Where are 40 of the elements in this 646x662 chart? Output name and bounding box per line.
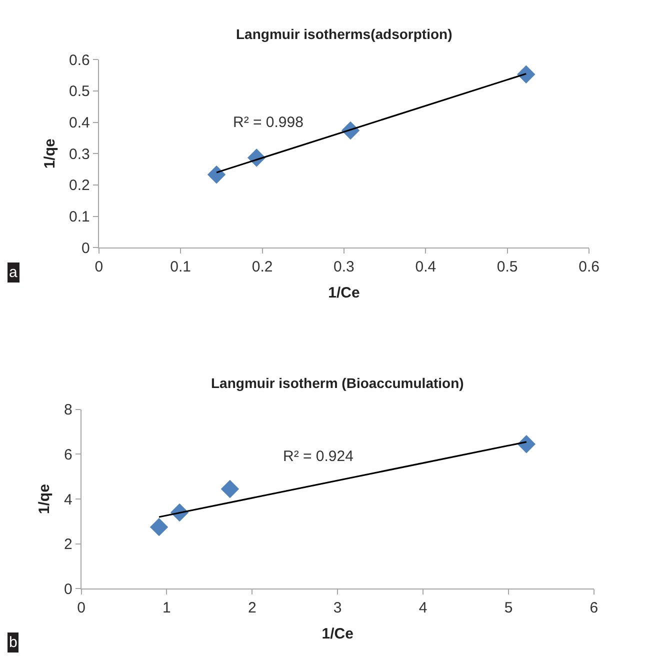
- x-tick-label: 0.3: [334, 258, 354, 276]
- y-tick-label: 0.6: [69, 52, 90, 69]
- point: [517, 65, 536, 84]
- chart-title: Langmuir isotherm (Bioaccumulation): [211, 375, 464, 391]
- y-tick-label: 0: [82, 240, 90, 257]
- y-tick-label: 8: [64, 402, 72, 419]
- x-tick-label: 4: [418, 600, 428, 617]
- x-tick-label: 0.4: [415, 258, 436, 276]
- y-tick-label: 0.3: [69, 146, 90, 163]
- point: [517, 435, 536, 454]
- point: [220, 480, 240, 498]
- x-axis-title: 1/Ce: [328, 284, 360, 302]
- text: a: [9, 264, 18, 281]
- y-axis-title: 1/qe: [41, 138, 58, 169]
- x-tick-label: 6: [590, 600, 598, 617]
- y-tick-label: 0: [64, 580, 72, 598]
- x-tick-label: 2: [248, 600, 256, 617]
- x-tick-label: 5: [504, 600, 513, 617]
- x-tick-label: 0.1: [170, 258, 192, 276]
- y-tick-label: 0.1: [69, 208, 90, 226]
- point: [150, 518, 168, 536]
- x-tick-label: 0.2: [252, 258, 273, 276]
- x-tick-label: 0.5: [496, 258, 518, 276]
- point: [207, 166, 226, 184]
- annotation: R² = 0.998: [233, 114, 304, 131]
- x-tick-label: 0: [94, 258, 104, 276]
- x-tick-label: 3: [333, 600, 342, 617]
- annotation: R² = 0.924: [283, 448, 354, 465]
- x-tick-label: 0.6: [578, 258, 600, 276]
- chart-title: Langmuir isotherms(adsorption): [236, 26, 452, 42]
- y-tick-label: 0.4: [69, 114, 90, 132]
- y-tick-label: 4: [64, 491, 72, 508]
- x-tick-label: 1: [162, 600, 171, 617]
- y-tick-label: 0.5: [69, 83, 90, 100]
- y-axis-title: 1/qe: [36, 484, 54, 514]
- x-axis-title: 1/Ce: [322, 626, 354, 643]
- y-tick-label: 2: [64, 536, 72, 554]
- text: b: [9, 634, 18, 651]
- y-tick-label: 0.2: [69, 177, 90, 194]
- y-tick-label: 6: [64, 446, 72, 464]
